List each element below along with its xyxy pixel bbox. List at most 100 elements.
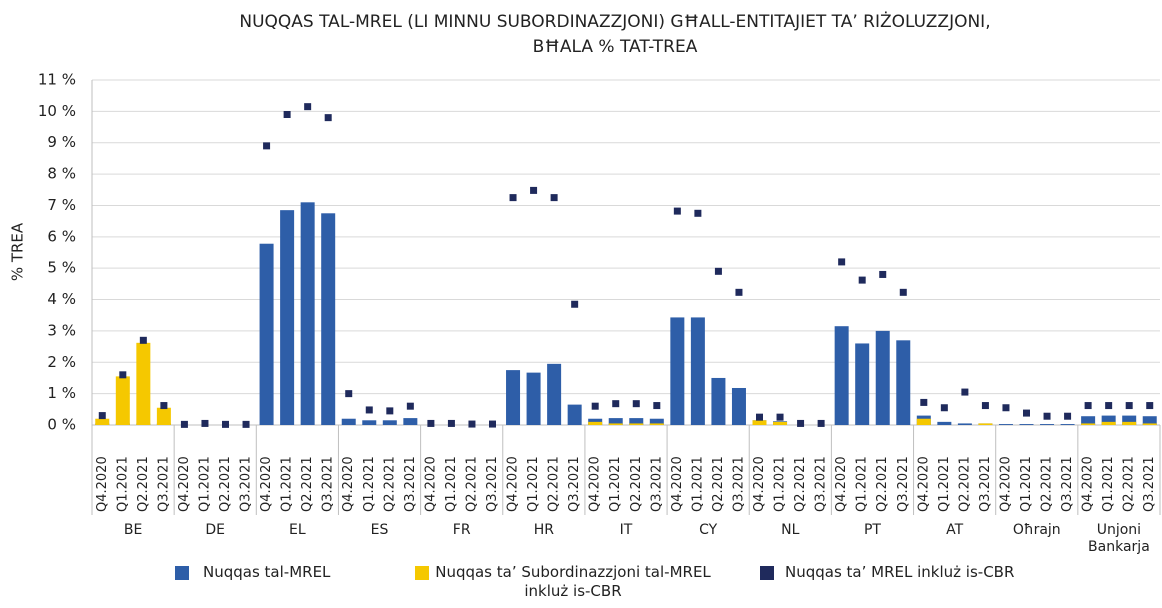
- x-tick-label: Q3.2021: [814, 456, 829, 512]
- y-tick-label: 5 %: [47, 259, 76, 277]
- bar: [916, 418, 931, 425]
- x-tick-label: Q3.2021: [156, 456, 171, 512]
- bar: [711, 377, 726, 425]
- marker: [489, 420, 496, 428]
- bar: [341, 418, 356, 425]
- bar: [629, 418, 644, 425]
- bar: [300, 202, 315, 425]
- marker: [961, 388, 969, 396]
- marker: [981, 402, 989, 410]
- x-tick-label: Q2.2021: [875, 456, 890, 512]
- marker: [1002, 404, 1010, 412]
- group-label: DE: [205, 522, 226, 538]
- marker: [714, 267, 722, 275]
- bar: [259, 243, 274, 425]
- x-tick-label: Q3.2021: [1142, 456, 1157, 512]
- marker: [1064, 412, 1072, 420]
- x-tick-label: Q1.2021: [1019, 456, 1034, 512]
- marker: [509, 194, 517, 202]
- marker: [119, 371, 127, 379]
- marker: [899, 288, 907, 296]
- y-tick-label: 2 %: [47, 353, 76, 371]
- x-tick-label: Q4.2020: [588, 456, 603, 512]
- y-tick-label: 0 %: [47, 416, 76, 434]
- marker: [242, 420, 250, 428]
- bar: [321, 213, 336, 425]
- bar: [1060, 424, 1075, 425]
- x-tick-label: Q2.2021: [711, 456, 726, 512]
- y-tick-label: 9 %: [47, 133, 76, 151]
- bar: [403, 418, 418, 425]
- y-tick-label: 6 %: [47, 227, 76, 245]
- marker: [920, 398, 928, 406]
- bar: [978, 423, 993, 425]
- bar: [773, 421, 788, 425]
- bar: [1101, 415, 1116, 425]
- x-tick-label: Q2.2021: [1122, 456, 1137, 512]
- bar: [998, 424, 1013, 425]
- x-tick-label: Q2.2021: [136, 456, 151, 512]
- marker: [345, 390, 353, 398]
- x-tick-label: Q4.2020: [1081, 456, 1096, 512]
- marker: [530, 186, 538, 194]
- group-label: IT: [619, 522, 633, 538]
- marker: [222, 420, 229, 428]
- marker: [632, 400, 640, 408]
- bar: [629, 423, 644, 425]
- bar: [382, 420, 397, 425]
- bar: [608, 418, 623, 425]
- x-tick-label: Q3.2021: [567, 456, 582, 512]
- bar: [95, 418, 110, 425]
- group-label: NL: [781, 522, 800, 538]
- marker: [160, 402, 168, 410]
- group-label: CY: [699, 522, 718, 538]
- bar: [1081, 423, 1096, 425]
- bar: [1040, 424, 1055, 425]
- marker: [304, 103, 312, 111]
- marker: [735, 288, 743, 296]
- y-tick-label: 1 %: [47, 384, 76, 402]
- bar: [1142, 416, 1157, 425]
- x-tick-label: Q1.2021: [855, 456, 870, 512]
- marker: [324, 114, 332, 122]
- x-tick-label: Q3.2021: [978, 456, 993, 512]
- bar: [526, 372, 541, 425]
- marker: [180, 420, 188, 428]
- marker: [776, 413, 784, 421]
- marker: [447, 419, 455, 427]
- marker: [427, 419, 435, 427]
- group-label: HR: [533, 522, 554, 538]
- legend-swatch: [415, 566, 429, 580]
- marker: [1125, 402, 1133, 410]
- marker: [1043, 412, 1051, 420]
- x-tick-label: Q4.2020: [341, 456, 356, 512]
- marker: [139, 336, 147, 344]
- x-tick-label: Q2.2021: [1040, 456, 1055, 512]
- group-label: AT: [946, 522, 964, 538]
- x-tick-label: Q4.2020: [177, 456, 192, 512]
- x-tick-label: Q2.2021: [218, 456, 233, 512]
- bar: [855, 343, 870, 425]
- bar: [362, 420, 377, 425]
- y-tick-label: 4 %: [47, 290, 76, 308]
- bar: [957, 423, 972, 425]
- x-tick-label: Q4.2020: [506, 456, 521, 512]
- bar: [875, 330, 890, 425]
- bar: [506, 370, 521, 425]
- marker: [1084, 402, 1092, 410]
- marker: [406, 402, 414, 410]
- x-tick-label: Q1.2021: [608, 456, 623, 512]
- x-tick-label: Q4.2020: [998, 456, 1013, 512]
- legend-swatch: [175, 566, 189, 580]
- marker: [838, 258, 846, 266]
- bar: [649, 418, 664, 425]
- x-tick-label: Q1.2021: [362, 456, 377, 512]
- chart-title: BĦALA % TAT-TREA: [533, 37, 698, 57]
- bar: [608, 423, 623, 425]
- group-label: BE: [123, 522, 143, 538]
- marker: [365, 406, 373, 414]
- x-tick-label: Q2.2021: [547, 456, 562, 512]
- marker: [940, 404, 948, 412]
